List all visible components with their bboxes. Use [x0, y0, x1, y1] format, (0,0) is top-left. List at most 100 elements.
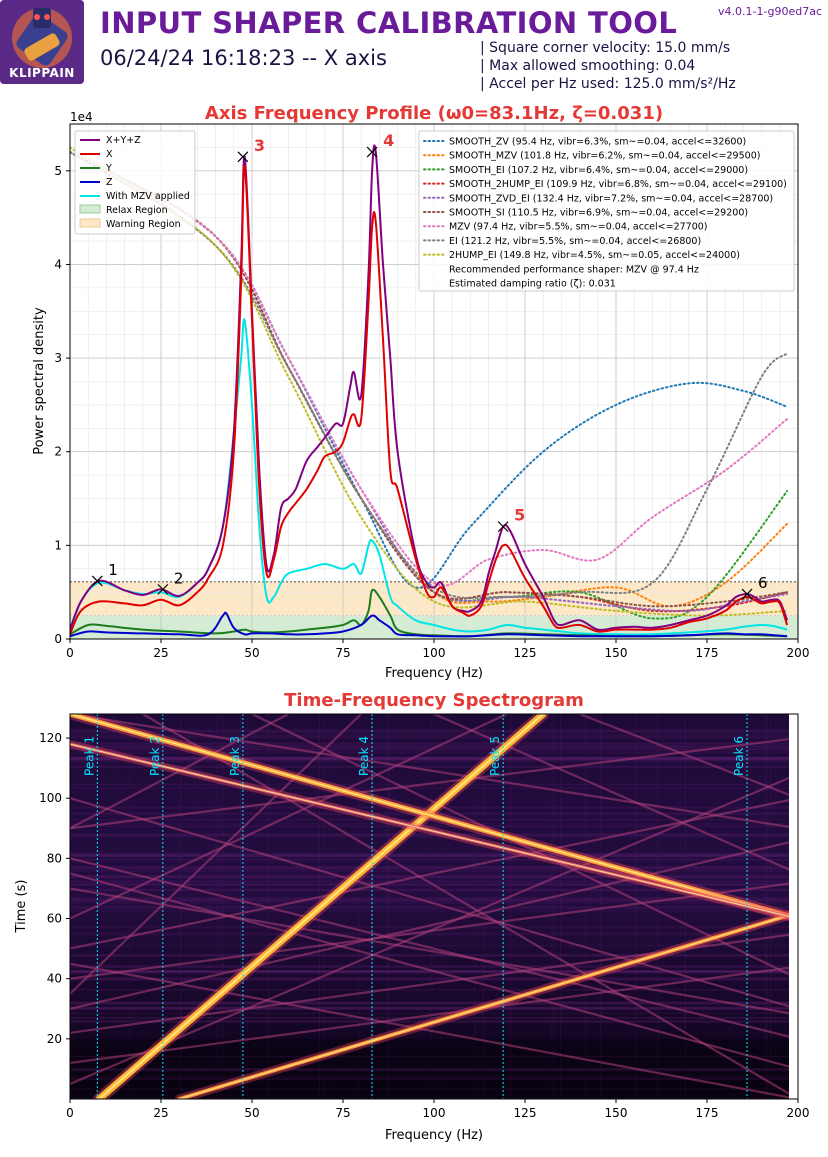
peak-label-1: 1 [108, 561, 118, 579]
legend-shaper-3: SMOOTH_EI (107.2 Hz, vibr=6.4%, sm~=0.04… [449, 165, 748, 176]
spectrogram-x-tick: 175 [696, 1106, 719, 1120]
shaper-curve-6 [70, 151, 789, 608]
harmonic-line-11 [70, 965, 798, 1064]
param-max-smoothing: | Max allowed smoothing: 0.04 [480, 58, 696, 74]
legend-y: Y [105, 163, 112, 174]
legend-shaper-1: SMOOTH_ZV (95.4 Hz, vibr=6.3%, sm~=0.04,… [449, 137, 746, 148]
peak-label-6: 6 [758, 574, 768, 592]
spectrogram-x-label: Frequency (Hz) [385, 1128, 483, 1143]
y-tick-label: 0 [54, 632, 62, 646]
legend-shaper-11: Estimated damping ratio (ζ): 0.031 [449, 279, 616, 290]
peak-label-4: 4 [383, 131, 394, 150]
legend-x: X [106, 149, 113, 160]
y-tick-label: 4 [54, 257, 62, 271]
chart-title: Axis Frequency Profile (ω0=83.1Hz, ζ=0.0… [205, 103, 663, 124]
peak-line-label-4: Peak 4 [357, 736, 371, 776]
spectrogram-dark-band [70, 1038, 798, 1099]
harmonic-line-16 [142, 714, 798, 1099]
page-subtitle: 06/24/24 16:18:23 -- X axis [100, 46, 387, 70]
y-tick-label: 1 [54, 538, 62, 552]
x-tick-label: 200 [787, 646, 810, 660]
harmonic-line-3 [70, 797, 798, 950]
series-z-line [70, 611, 788, 638]
harmonic-line-17 [579, 714, 798, 800]
legend-swatch-warning [79, 218, 101, 228]
harmonic-line-4 [70, 797, 798, 1010]
y-tick-label: 3 [54, 351, 62, 365]
spectrogram-x-tick: 25 [153, 1106, 168, 1120]
shaper-curve-1 [70, 151, 789, 589]
harmonic-line-2 [70, 839, 798, 1010]
harmonic-line-14 [70, 887, 798, 1016]
spectrogram-y-label: Time (s) [14, 880, 29, 934]
spectrogram-gap [789, 714, 798, 1099]
spectrogram-y-tick: 120 [39, 731, 62, 745]
x-tick-label: 100 [423, 646, 446, 660]
harmonic-line-15 [70, 962, 798, 1099]
legend-warning: Warning Region [106, 219, 181, 230]
param-square-corner-velocity: | Square corner velocity: 15.0 mm/s [480, 40, 731, 56]
peak-label-3: 3 [254, 136, 265, 155]
legend-shaper-8: EI (121.2 Hz, vibr=5.5%, sm~=0.04, accel… [449, 236, 701, 247]
legend-shaper-10: Recommended performance shaper: MZV @ 97… [449, 264, 699, 275]
spectrogram-x-tick: 0 [66, 1106, 74, 1120]
harmonic-line-6 [70, 714, 798, 830]
page-title: INPUT SHAPER CALIBRATION TOOL [100, 6, 678, 40]
spectrogram-title: Time-Frequency Spectrogram [284, 690, 584, 711]
legend-right: SMOOTH_ZV (95.4 Hz, vibr=6.3%, sm~=0.04,… [418, 130, 795, 292]
spectrogram-x-tick: 125 [514, 1106, 537, 1120]
peak-label-5: 5 [514, 506, 525, 525]
bright-line-core-1 [97, 714, 545, 1099]
peak-marker-6 [741, 588, 753, 600]
legend-shaper-4: SMOOTH_2HUMP_EI (109.9 Hz, vibr=6.8%, sm… [449, 179, 787, 190]
spectrogram-x-tick: 100 [423, 1106, 446, 1120]
spectrogram-chart: Time-Frequency Spectrogram Peak 1 Peak 2 P… [14, 690, 809, 1143]
harmonic-line-7 [251, 714, 798, 980]
harmonic-line-8 [433, 714, 798, 875]
x-tick-label: 150 [605, 646, 628, 660]
harmonic-line-18 [70, 857, 798, 1040]
shaper-curve-9 [70, 146, 789, 617]
legend-shaper-9: 2HUMP_EI (149.8 Hz, vibr=4.5%, sm~=0.05,… [449, 250, 740, 261]
spectrogram-x-tick: 200 [787, 1106, 810, 1120]
legend-relax: Relax Region [106, 205, 168, 216]
logo-icon [0, 0, 84, 84]
harmonic-line-10 [70, 714, 362, 995]
series-x-line [70, 165, 789, 635]
peak-line-label-6: Peak 6 [732, 736, 746, 776]
legend-z: Z [106, 177, 113, 188]
peak-label-2: 2 [174, 569, 184, 587]
legend-shaper-6: SMOOTH_SI (110.5 Hz, vibr=6.9%, sm~=0.04… [449, 208, 748, 219]
frequency-profile-chart: Axis Frequency Profile (ω0=83.1Hz, ζ=0.0… [32, 103, 809, 681]
bright-line-core-3 [178, 911, 798, 1099]
y-tick-label: 5 [54, 164, 62, 178]
legend-xyz: X+Y+Z [106, 135, 141, 146]
x-tick-label: 75 [335, 646, 350, 660]
spectrogram-y-tick: 60 [47, 912, 62, 926]
harmonic-line-1 [70, 773, 798, 1085]
spectrogram-y-tick: 80 [47, 851, 62, 865]
legend-shaper-5: SMOOTH_ZVD_EI (132.4 Hz, vibr=7.2%, sm~=… [449, 193, 773, 204]
x-tick-label: 125 [514, 646, 537, 660]
peak-marker-1 [91, 575, 103, 587]
harmonic-line-13 [70, 736, 798, 830]
peak-marker-2 [157, 583, 169, 595]
peak-line-label-5: Peak 5 [488, 736, 502, 776]
harmonic-line-5 [70, 872, 798, 1070]
x-tick-label: 175 [696, 646, 719, 660]
peak-marker-3 [237, 151, 249, 163]
y-scale-label: 1e4 [70, 110, 93, 124]
legend-shaper-2: SMOOTH_MZV (101.8 Hz, vibr=6.2%, sm~=0.0… [449, 151, 760, 162]
spectrogram-x-tick: 50 [244, 1106, 259, 1120]
legend-mzv: With MZV applied [106, 191, 190, 202]
harmonic-line-9 [70, 714, 508, 920]
y-tick-label: 2 [54, 445, 62, 459]
spectrogram-x-tick: 150 [605, 1106, 628, 1120]
x-tick-label: 0 [66, 646, 74, 660]
spectrogram-y-tick: 40 [47, 972, 62, 986]
legend-left: X+Y+Z X Y Z With MZV applied Relax Regio… [74, 130, 196, 235]
peak-line-label-1: Peak 1 [82, 736, 96, 776]
peak-line-label-3: Peak 3 [228, 736, 242, 776]
peak-marker-5 [497, 521, 509, 533]
